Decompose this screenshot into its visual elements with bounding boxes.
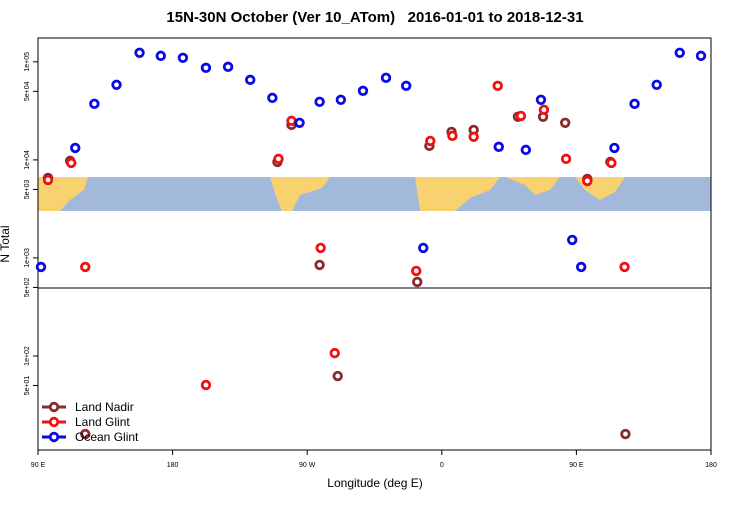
legend-label: Land Nadir bbox=[75, 400, 134, 414]
point bbox=[447, 130, 458, 142]
point bbox=[567, 234, 578, 246]
point bbox=[620, 428, 631, 440]
point bbox=[80, 428, 91, 440]
point bbox=[520, 144, 532, 156]
point bbox=[468, 131, 479, 142]
y-tick-label: 1e+03 bbox=[24, 248, 31, 268]
point bbox=[177, 52, 189, 63]
x-tick-label: 180 bbox=[705, 462, 717, 469]
point bbox=[411, 265, 422, 277]
point bbox=[80, 261, 91, 273]
point bbox=[493, 141, 504, 153]
legend-label: Ocean Glint bbox=[75, 430, 139, 444]
point bbox=[380, 72, 392, 84]
x-tick-label: 90 E bbox=[31, 462, 46, 469]
point bbox=[245, 74, 256, 86]
y-tick-label: 1e+05 bbox=[24, 52, 31, 72]
point bbox=[200, 379, 212, 391]
point bbox=[357, 85, 369, 97]
y-tick-label: 1e+04 bbox=[24, 150, 31, 170]
point bbox=[70, 142, 81, 154]
x-tick-label: 90 W bbox=[299, 462, 316, 469]
map-strip bbox=[38, 177, 711, 211]
point bbox=[538, 104, 550, 116]
point bbox=[222, 61, 234, 73]
legend-label: Land Glint bbox=[75, 415, 130, 429]
point bbox=[560, 153, 572, 165]
point bbox=[329, 347, 340, 359]
point bbox=[267, 92, 278, 104]
point bbox=[418, 242, 429, 254]
y-tick-label: 5e+01 bbox=[24, 376, 31, 396]
point bbox=[111, 79, 122, 91]
point bbox=[492, 80, 503, 92]
point bbox=[425, 135, 436, 147]
point bbox=[559, 117, 571, 128]
point bbox=[155, 50, 166, 62]
legend-marker bbox=[48, 416, 60, 428]
point bbox=[294, 117, 305, 128]
point bbox=[332, 370, 343, 382]
point bbox=[629, 98, 640, 110]
point bbox=[335, 94, 347, 106]
point bbox=[609, 142, 620, 154]
legend-marker bbox=[48, 401, 60, 413]
point bbox=[515, 110, 527, 122]
point bbox=[619, 261, 630, 273]
point bbox=[535, 94, 547, 106]
y-tick-label: 1e+02 bbox=[24, 346, 31, 366]
point bbox=[314, 259, 325, 271]
point bbox=[134, 47, 145, 59]
legend-marker bbox=[48, 431, 60, 443]
point bbox=[42, 174, 54, 186]
y-tick-label: 5e+03 bbox=[24, 179, 31, 199]
point bbox=[606, 157, 617, 169]
point bbox=[286, 115, 297, 127]
chart-title: 15N-30N October (Ver 10_ATom) 2016-01-01… bbox=[166, 9, 583, 26]
plot-frame bbox=[37, 37, 712, 451]
point bbox=[273, 153, 284, 165]
point bbox=[582, 175, 593, 187]
point bbox=[200, 62, 212, 74]
y-tick-label: 5e+02 bbox=[24, 278, 31, 298]
y-tick-label: 5e+04 bbox=[24, 81, 31, 101]
point bbox=[401, 80, 412, 92]
x-tick-label: 180 bbox=[167, 462, 179, 469]
x-axis-label: Longitude (deg E) bbox=[327, 476, 422, 490]
point bbox=[412, 276, 423, 288]
point bbox=[35, 261, 47, 273]
point bbox=[651, 79, 662, 91]
point bbox=[315, 242, 326, 254]
x-tick-label: 0 bbox=[440, 462, 444, 469]
point bbox=[314, 96, 325, 108]
point bbox=[674, 47, 685, 59]
x-tick-label: 90 E bbox=[569, 462, 584, 469]
y-axis-label: N Total bbox=[0, 225, 12, 262]
point bbox=[66, 157, 77, 169]
point bbox=[695, 50, 707, 62]
point bbox=[575, 261, 587, 273]
point bbox=[89, 98, 100, 110]
